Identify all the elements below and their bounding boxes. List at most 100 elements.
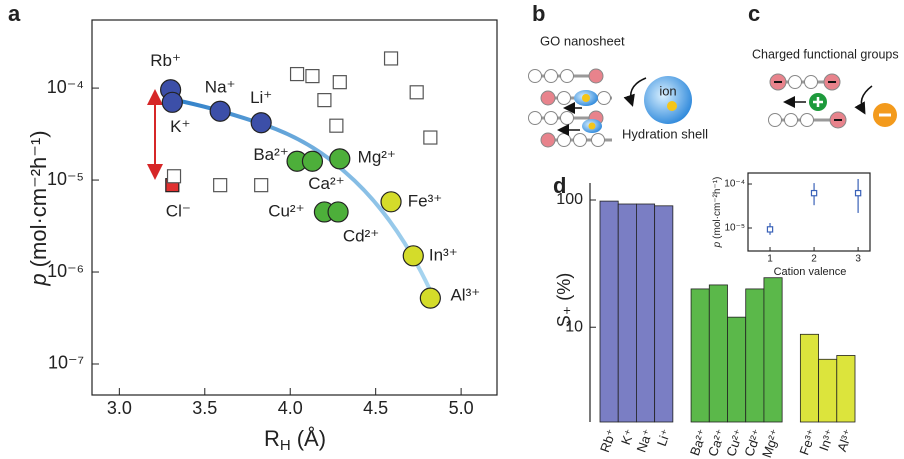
inset-y-axis-label: p (mol·cm⁻²h⁻¹)	[712, 177, 723, 249]
bar	[818, 358, 838, 423]
y-tick-label: 10⁻⁴	[724, 179, 745, 190]
ion-core	[588, 122, 596, 130]
point	[254, 178, 269, 193]
point	[383, 51, 399, 66]
point-label: Cl⁻	[166, 202, 191, 221]
arrow	[623, 77, 647, 107]
point	[380, 191, 402, 213]
x-tick-label: Li⁺	[654, 427, 674, 448]
point	[766, 226, 774, 233]
x-tick-label: 4.0	[278, 398, 303, 418]
bar	[799, 333, 819, 423]
x-tick-label: 3.5	[192, 398, 217, 418]
bar	[745, 288, 765, 423]
point	[209, 100, 231, 122]
arrow	[854, 85, 873, 115]
panel-label: a	[8, 1, 21, 26]
diagram-c: c Charged functional groups	[748, 1, 899, 129]
x-tick-label: 3	[855, 254, 861, 265]
point	[419, 287, 441, 309]
point-label: Li⁺	[250, 88, 272, 107]
x-tick-label: 5.0	[449, 398, 474, 418]
ion-core	[582, 94, 590, 102]
y-axis-label: p (mol·cm⁻²h⁻¹)	[26, 130, 51, 286]
bar	[763, 277, 783, 423]
point	[213, 178, 228, 193]
bar	[690, 288, 710, 423]
ion-core	[667, 101, 677, 111]
sheet-atoms	[528, 68, 611, 148]
panel-label: d	[553, 173, 566, 198]
point	[402, 245, 424, 267]
x-tick-label: Na⁺	[633, 427, 655, 454]
x-axis-subscript: H	[280, 437, 291, 454]
point	[289, 66, 305, 82]
point	[329, 148, 351, 170]
point	[327, 201, 349, 223]
diagram-b: b GO nanosheet ion Hydration shell	[528, 1, 708, 148]
x-tick-label: Fe³⁺	[796, 427, 819, 457]
y-axis-unit: (mol·cm⁻²h⁻¹)	[712, 177, 723, 239]
point-label: Fe³⁺	[408, 191, 442, 210]
plot-frame	[91, 19, 498, 396]
y-tick-label: 10	[565, 318, 583, 335]
point-label: Rb⁺	[150, 51, 181, 70]
plus-sign	[813, 97, 823, 107]
point	[854, 189, 862, 197]
y-axis-label: S₊ (%)	[554, 273, 574, 328]
point	[332, 75, 347, 90]
y-tick-label: 10⁻⁶	[47, 261, 84, 281]
diagram-text: GO nanosheet	[540, 33, 625, 48]
bar	[636, 203, 656, 423]
point	[317, 93, 332, 108]
plot-frame	[747, 172, 871, 252]
point	[301, 150, 324, 172]
point-label: In³⁺	[429, 245, 458, 264]
x-tick-label: Al³⁺	[834, 427, 856, 454]
point	[250, 112, 272, 134]
diagram-text: Hydration shell	[622, 126, 708, 141]
y-tick-label: 100	[556, 191, 583, 208]
point	[409, 85, 424, 100]
point-label: Na⁺	[205, 78, 236, 97]
point-label: Al³⁺	[450, 286, 480, 305]
bar	[617, 203, 637, 423]
y-tick-label: 10⁻⁵	[47, 169, 84, 189]
y-tick-label: 10⁻⁷	[48, 353, 84, 373]
panel-label: c	[748, 1, 760, 26]
diagram-text: Charged functional groups	[752, 47, 899, 61]
point-label: Cd²⁺	[343, 226, 379, 245]
point	[305, 69, 320, 84]
bar	[654, 205, 674, 423]
point-label: Ca²⁺	[308, 174, 344, 193]
x-tick-label: 1	[767, 254, 773, 265]
point-label: Mg²⁺	[358, 147, 396, 166]
point	[423, 130, 438, 145]
chart: 1 2 3 10⁻⁵ 10⁻⁴	[724, 172, 871, 265]
point-label: K⁺	[170, 117, 190, 136]
y-tick-label: 10⁻⁴	[47, 77, 84, 97]
point	[329, 118, 344, 133]
x-axis-symbol: R	[264, 426, 280, 451]
y-axis-symbol: p	[26, 273, 51, 286]
x-axis-label: RH (Å)	[264, 426, 326, 454]
x-tick-label: 2	[811, 254, 817, 265]
x-axis-unit: (Å)	[297, 426, 326, 451]
point	[166, 169, 182, 184]
hydrated-ion	[644, 76, 692, 124]
bar	[599, 200, 619, 423]
point-label: Cu²⁺	[268, 201, 304, 220]
bar	[836, 355, 856, 423]
inset-x-axis-label: Cation valence	[774, 266, 847, 278]
point	[810, 189, 818, 197]
diagram-text: ion	[659, 83, 676, 98]
y-axis-unit: (mol·cm⁻²h⁻¹)	[26, 130, 51, 267]
y-tick-label: 10⁻⁵	[724, 223, 745, 234]
x-tick-label: Rb⁺	[597, 427, 619, 454]
bar	[708, 284, 728, 423]
point-label: Ba²⁺	[253, 145, 288, 164]
x-tick-label: K⁺	[618, 427, 637, 447]
